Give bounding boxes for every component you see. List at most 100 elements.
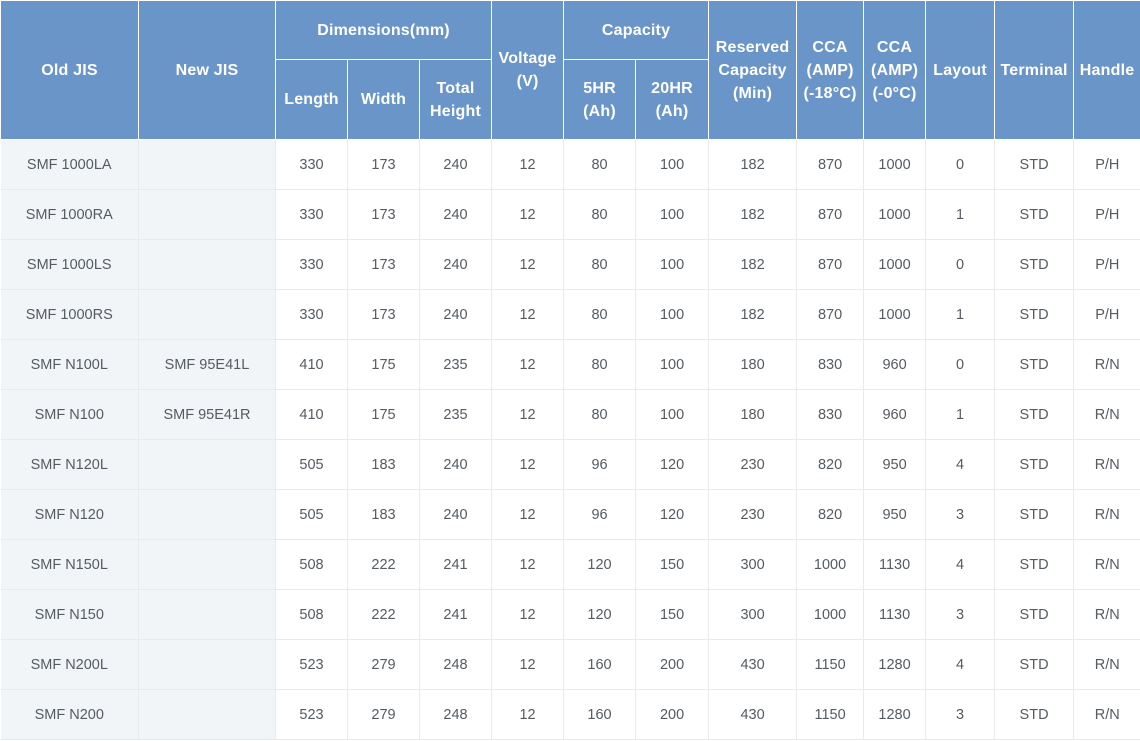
- cell-new-jis: SMF 95E41R: [138, 389, 276, 440]
- cell-old-jis: SMF N120L: [0, 439, 139, 490]
- cell-length: 410: [275, 339, 348, 390]
- cell-capacity-5hr: 80: [563, 139, 637, 190]
- cell-handle: R/N: [1073, 439, 1140, 490]
- cell-voltage: 12: [491, 289, 565, 340]
- cell-cca-0: 950: [863, 439, 927, 490]
- cell-reserved-capacity: 182: [708, 239, 798, 290]
- cell-voltage: 12: [491, 139, 565, 190]
- cell-old-jis: SMF 1000LA: [0, 139, 139, 190]
- cell-total-height: 240: [419, 489, 493, 540]
- cell-cca-minus18: 870: [796, 139, 865, 190]
- header-voltage: Voltage (V): [491, 0, 565, 140]
- table-row: SMF N200 523 279 248 12 160 200 430 1150 1280 3 STD…: [0, 689, 1140, 740]
- cell-cca-0: 1130: [863, 589, 927, 640]
- cell-total-height: 240: [419, 189, 493, 240]
- cell-layout: 0: [925, 339, 996, 390]
- cell-cca-minus18: 870: [796, 189, 865, 240]
- cell-layout: 4: [925, 639, 996, 690]
- table-row: SMF N120L 505 183 240 12 96 120 230 820 950 4 STD R/…: [0, 439, 1140, 490]
- table-row: SMF 1000LS 330 173 240 12 80 100 182 870 1000 0 STD…: [0, 239, 1140, 290]
- table-row: SMF N100L SMF 95E41L 410 175 235 12 80 100 180 83…: [0, 339, 1140, 390]
- cell-layout: 0: [925, 239, 996, 290]
- cell-capacity-20hr: 200: [635, 689, 710, 740]
- cell-terminal: STD: [994, 239, 1075, 290]
- cell-voltage: 12: [491, 339, 565, 390]
- header-terminal: Terminal: [994, 0, 1075, 140]
- cell-cca-0: 950: [863, 489, 927, 540]
- cell-handle: R/N: [1073, 689, 1140, 740]
- cell-cca-0: 1280: [863, 689, 927, 740]
- cell-capacity-5hr: 120: [563, 589, 637, 640]
- cell-total-height: 241: [419, 589, 493, 640]
- cell-capacity-5hr: 80: [563, 189, 637, 240]
- cell-capacity-20hr: 150: [635, 539, 710, 590]
- cell-reserved-capacity: 430: [708, 639, 798, 690]
- cell-handle: R/N: [1073, 539, 1140, 590]
- cell-new-jis: [138, 139, 276, 190]
- cell-voltage: 12: [491, 539, 565, 590]
- cell-cca-minus18: 830: [796, 389, 865, 440]
- cell-layout: 3: [925, 689, 996, 740]
- table-body: SMF 1000LA 330 173 240 12 80 100 182 870 1000 0 STD…: [0, 139, 1140, 740]
- cell-handle: P/H: [1073, 189, 1140, 240]
- table-header: Old JIS New JIS Dimensions(mm) Voltage (…: [0, 0, 1140, 140]
- cell-width: 279: [347, 689, 420, 740]
- table-row: SMF N120 505 183 240 12 96 120 230 820 950 3 STD R/N: [0, 489, 1140, 540]
- cell-width: 279: [347, 639, 420, 690]
- cell-cca-minus18: 1150: [796, 689, 865, 740]
- cell-terminal: STD: [994, 489, 1075, 540]
- cell-width: 222: [347, 539, 420, 590]
- table-row: SMF N100 SMF 95E41R 410 175 235 12 80 100 180 830…: [0, 389, 1140, 440]
- cell-new-jis: [138, 239, 276, 290]
- cell-layout: 1: [925, 289, 996, 340]
- cell-width: 173: [347, 239, 420, 290]
- table-row: SMF 1000LA 330 173 240 12 80 100 182 870 1000 0 STD…: [0, 139, 1140, 190]
- cell-old-jis: SMF N100L: [0, 339, 139, 390]
- cell-new-jis: [138, 439, 276, 490]
- cell-reserved-capacity: 180: [708, 389, 798, 440]
- cell-length: 505: [275, 439, 348, 490]
- cell-total-height: 240: [419, 239, 493, 290]
- cell-cca-minus18: 820: [796, 439, 865, 490]
- cell-layout: 1: [925, 189, 996, 240]
- cell-new-jis: [138, 489, 276, 540]
- cell-capacity-20hr: 120: [635, 439, 710, 490]
- cell-old-jis: SMF N100: [0, 389, 139, 440]
- cell-new-jis: [138, 189, 276, 240]
- header-handle: Handle: [1073, 0, 1140, 140]
- cell-total-height: 248: [419, 689, 493, 740]
- header-new-jis: New JIS: [138, 0, 276, 140]
- cell-layout: 3: [925, 589, 996, 640]
- cell-reserved-capacity: 430: [708, 689, 798, 740]
- cell-total-height: 241: [419, 539, 493, 590]
- cell-new-jis: SMF 95E41L: [138, 339, 276, 390]
- cell-reserved-capacity: 230: [708, 439, 798, 490]
- header-layout: Layout: [925, 0, 996, 140]
- header-20hr: 20HR (Ah): [635, 59, 710, 140]
- header-cca-minus18: CCA (AMP) (-18°C): [796, 0, 865, 140]
- header-dimensions: Dimensions(mm): [274, 0, 493, 60]
- cell-length: 330: [275, 239, 348, 290]
- cell-cca-0: 1130: [863, 539, 927, 590]
- cell-length: 330: [275, 289, 348, 340]
- cell-layout: 0: [925, 139, 996, 190]
- cell-handle: R/N: [1073, 339, 1140, 390]
- cell-old-jis: SMF N200L: [0, 639, 139, 690]
- cell-cca-0: 1280: [863, 639, 927, 690]
- cell-new-jis: [138, 289, 276, 340]
- cell-new-jis: [138, 639, 276, 690]
- cell-total-height: 240: [419, 139, 493, 190]
- cell-length: 330: [275, 189, 348, 240]
- header-old-jis: Old JIS: [0, 0, 139, 140]
- cell-terminal: STD: [994, 539, 1075, 590]
- header-total-height: Total Height: [418, 59, 493, 140]
- cell-new-jis: [138, 689, 276, 740]
- header-cca-0: CCA (AMP) (-0°C): [863, 0, 927, 140]
- cell-handle: R/N: [1073, 489, 1140, 540]
- cell-terminal: STD: [994, 639, 1075, 690]
- cell-length: 523: [275, 689, 348, 740]
- cell-reserved-capacity: 300: [708, 539, 798, 590]
- cell-capacity-5hr: 120: [563, 539, 637, 590]
- cell-cca-0: 1000: [863, 289, 927, 340]
- cell-reserved-capacity: 182: [708, 139, 798, 190]
